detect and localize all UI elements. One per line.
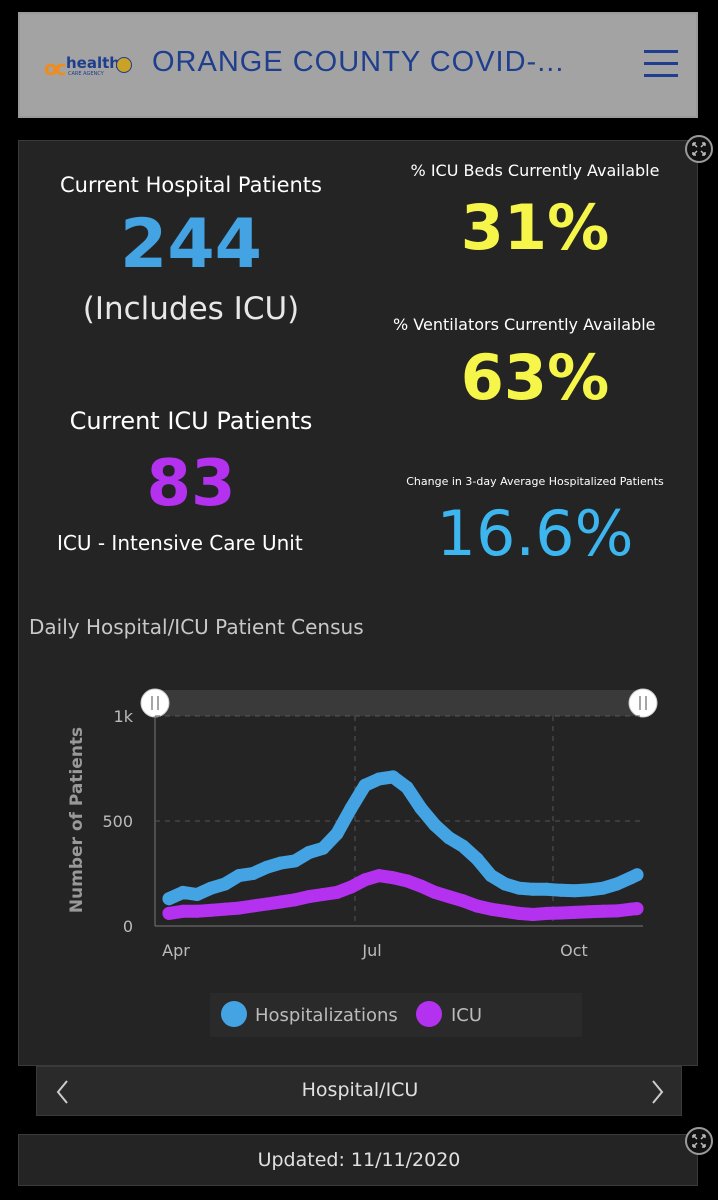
oc-health-logo[interactable]: oc health CARE AGENCY [44, 54, 134, 84]
hospital-patients-label: Current Hospital Patients [60, 173, 322, 197]
icu-patients-label: Current ICU Patients [69, 407, 313, 435]
app-header: oc health CARE AGENCY ORANGE COUNTY COVI… [18, 12, 698, 118]
logo-agency-text: CARE AGENCY [68, 71, 104, 77]
updated-panel: Updated: 11/11/2020 [18, 1127, 713, 1186]
expand-icon[interactable] [685, 135, 713, 163]
county-seal-icon [116, 57, 132, 73]
hamburger-menu-icon[interactable] [644, 50, 678, 78]
chevron-right-icon[interactable] [647, 1077, 667, 1107]
footer-expand-icon[interactable] [685, 1127, 713, 1155]
chevron-left-icon[interactable] [53, 1077, 73, 1107]
logo-health-text: health [66, 54, 120, 72]
chart-title: Daily Hospital/ICU Patient Census [29, 615, 364, 639]
dashboard-panel: Current Hospital Patients 244 (Includes … [18, 135, 713, 1066]
icu-beds-value: 31% [460, 191, 610, 264]
app-title: ORANGE COUNTY COVID-... [152, 46, 565, 78]
icu-patients-value: 83 [146, 447, 236, 521]
icu-beds-label: % ICU Beds Currently Available [410, 161, 660, 180]
ventilators-value: 63% [460, 341, 610, 414]
hospital-patients-value: 244 [120, 205, 262, 284]
card-navigation: Hospital/ICU [36, 1066, 682, 1116]
icu-patients-note: ICU - Intensive Care Unit [57, 531, 303, 555]
current-card-label: Hospital/ICU [301, 1079, 419, 1101]
change-hospitalized-value: 16.6% [436, 497, 634, 570]
hospital-patients-note: (Includes ICU) [82, 291, 300, 327]
updated-date: Updated: 11/11/2020 [257, 1149, 461, 1171]
change-hospitalized-label: Change in 3-day Average Hospitalized Pat… [406, 475, 664, 488]
logo-oc: oc [44, 56, 67, 80]
ventilators-label: % Ventilators Currently Available [393, 315, 656, 334]
